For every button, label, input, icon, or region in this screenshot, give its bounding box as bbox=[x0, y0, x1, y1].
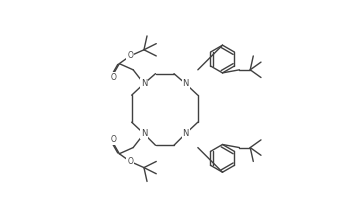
Text: N: N bbox=[141, 129, 147, 138]
Text: N: N bbox=[182, 129, 189, 138]
Text: N: N bbox=[182, 79, 189, 88]
Text: O: O bbox=[111, 135, 117, 144]
Text: O: O bbox=[111, 73, 117, 82]
Text: N: N bbox=[141, 79, 147, 88]
Text: O: O bbox=[127, 157, 133, 166]
Text: O: O bbox=[127, 51, 133, 60]
